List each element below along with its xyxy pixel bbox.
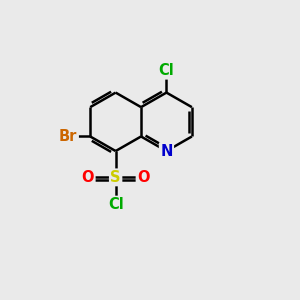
Text: S: S bbox=[110, 170, 121, 185]
Text: Br: Br bbox=[59, 129, 77, 144]
Text: Cl: Cl bbox=[159, 63, 174, 78]
Text: Cl: Cl bbox=[108, 197, 124, 212]
Text: N: N bbox=[160, 143, 172, 158]
Text: O: O bbox=[82, 170, 94, 185]
Text: O: O bbox=[137, 170, 150, 185]
